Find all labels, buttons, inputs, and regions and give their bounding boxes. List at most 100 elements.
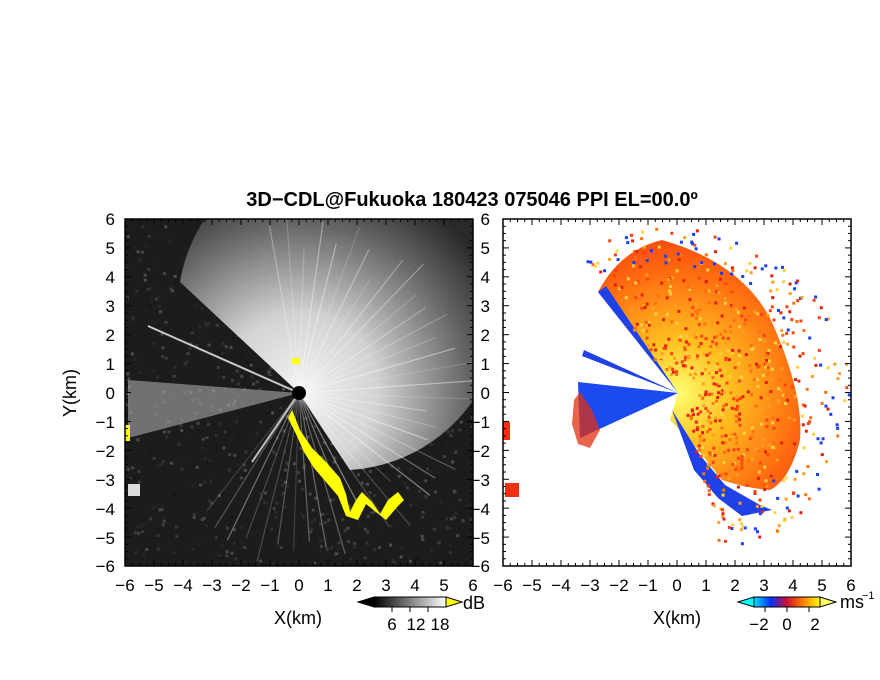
noise-pixel (319, 544, 323, 548)
noise-pixel (132, 229, 136, 233)
velocity-speckle (735, 381, 739, 385)
velocity-speckle (748, 437, 752, 440)
velocity-speckle (732, 397, 736, 401)
echo-streak (298, 392, 456, 470)
noise-pixel (142, 553, 146, 557)
noise-pixel (288, 423, 292, 427)
x-tick-label: 5 (439, 576, 448, 595)
echo-streak (298, 263, 424, 394)
velocity-speckle (793, 287, 797, 291)
velocity-speckle (735, 398, 739, 402)
velocity-speckle (711, 452, 714, 456)
right-colorbar-tick-label: −2 (749, 615, 768, 634)
noise-pixel (314, 496, 318, 500)
noise-pixel (382, 469, 386, 473)
noise-pixel (442, 441, 446, 445)
noise-pixel (445, 517, 449, 521)
velocity-speckle (707, 301, 711, 305)
velocity-speckle (810, 375, 814, 378)
noise-pixel (191, 547, 195, 551)
noise-pixel (360, 481, 364, 485)
noise-pixel (333, 456, 337, 460)
velocity-speckle (683, 355, 687, 359)
velocity-speckle (698, 434, 702, 438)
noise-pixel (300, 487, 304, 491)
velocity-speckle (817, 316, 821, 320)
velocity-speckle (756, 365, 760, 369)
x-tick-label: −1 (638, 576, 657, 595)
velocity-speckle (757, 470, 761, 474)
noise-pixel (436, 477, 439, 481)
velocity-speckle (794, 281, 798, 285)
noise-pixel (365, 482, 369, 486)
noise-pixel (126, 391, 130, 395)
velocity-speckle (724, 341, 728, 345)
noise-pixel (228, 453, 232, 456)
velocity-speckle (702, 400, 706, 404)
left-panel: −6 −5 −4 −3 −2 −1 0 1 2 3 4 5 6 6 5 4 3 … (60, 210, 485, 634)
velocity-speckle (715, 475, 719, 479)
left-radar-center (292, 386, 306, 400)
noise-pixel (228, 468, 231, 472)
velocity-speckle (694, 247, 698, 251)
noise-pixel (449, 526, 452, 530)
velocity-speckle (703, 288, 707, 292)
velocity-speckle (721, 408, 725, 412)
noise-pixel (220, 544, 224, 548)
noise-pixel (240, 476, 243, 480)
y-tick-label: 4 (106, 268, 115, 287)
noise-pixel (238, 355, 242, 359)
velocity-speckle (762, 333, 766, 337)
noise-pixel (267, 442, 271, 446)
noise-pixel (162, 519, 166, 523)
noise-pixel (353, 542, 357, 545)
velocity-speckle (776, 496, 780, 500)
velocity-speckle (806, 465, 810, 468)
velocity-speckle (701, 396, 705, 400)
velocity-speckle (786, 328, 790, 332)
velocity-speckle (719, 352, 723, 356)
velocity-speckle (645, 320, 649, 324)
velocity-speckle (780, 328, 784, 332)
velocity-speckle (766, 452, 770, 456)
velocity-speckle (730, 290, 734, 294)
velocity-speckle (740, 455, 744, 459)
noise-pixel (233, 453, 237, 457)
velocity-speckle (776, 418, 780, 422)
velocity-speckle (738, 518, 742, 522)
velocity-speckle (706, 430, 710, 434)
noise-pixel (180, 429, 184, 432)
noise-pixel (149, 235, 153, 239)
velocity-speckle (711, 502, 715, 506)
noise-pixel (220, 493, 224, 497)
noise-pixel (272, 450, 276, 454)
noise-pixel (409, 467, 413, 471)
velocity-speckle (716, 451, 720, 455)
velocity-speckle (703, 352, 706, 356)
velocity-speckle (698, 308, 702, 312)
velocity-speckle (730, 432, 734, 436)
echo-streak (298, 249, 370, 394)
velocity-speckle (723, 297, 727, 300)
velocity-speckle (741, 395, 745, 399)
noise-pixel (181, 550, 185, 554)
noise-pixel (449, 434, 453, 437)
velocity-speckle (780, 441, 784, 445)
noise-pixel (389, 543, 393, 547)
y-tick-label: 6 (106, 210, 115, 229)
velocity-speckle (703, 322, 707, 326)
velocity-speckle (782, 479, 786, 483)
velocity-speckle (740, 375, 743, 379)
velocity-speckle (764, 353, 768, 357)
noise-pixel (225, 554, 229, 558)
velocity-speckle (657, 312, 661, 316)
velocity-speckle (725, 381, 729, 385)
noise-pixel (459, 420, 463, 424)
noise-pixel (446, 430, 450, 434)
noise-pixel (275, 501, 279, 505)
velocity-speckle (683, 347, 687, 351)
y-tick-label: −4 (96, 500, 115, 519)
noise-pixel (179, 423, 183, 427)
velocity-speckle (720, 434, 724, 438)
noise-pixel (283, 505, 287, 509)
